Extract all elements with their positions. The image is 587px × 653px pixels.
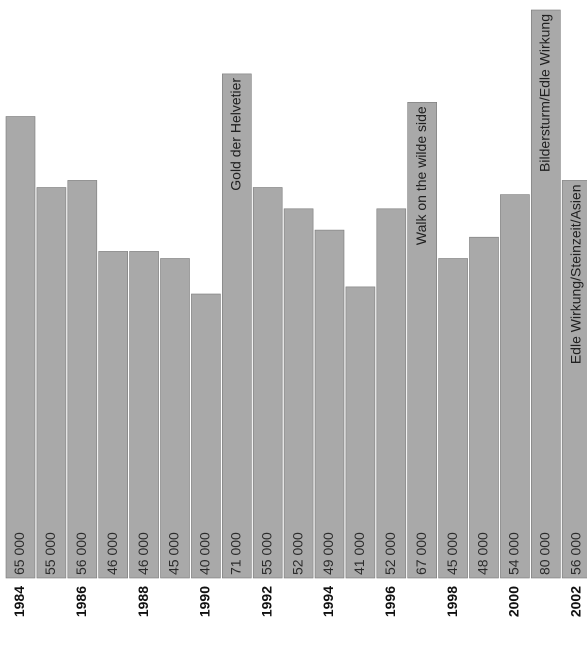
value-label-1988: 46 000	[135, 532, 151, 575]
value-label-1991: 71 000	[228, 532, 244, 575]
value-label-1986: 56 000	[73, 532, 89, 575]
bar-1990	[191, 293, 221, 579]
bar-1995	[345, 286, 376, 579]
bars-layer	[5, 9, 587, 579]
bar-1984	[5, 116, 36, 579]
value-label-1997: 67 000	[413, 532, 429, 575]
value-label-1999: 48 000	[475, 532, 491, 575]
annotation-1991: Gold der Helvetier	[228, 78, 244, 191]
bar-1998	[438, 258, 468, 579]
bar-1988	[129, 251, 159, 579]
bar-1992	[252, 187, 283, 579]
bar-1996	[376, 208, 407, 579]
bar-2001	[530, 9, 561, 579]
value-label-1990: 40 000	[197, 532, 213, 575]
value-label-1984: 65 000	[11, 532, 27, 575]
bar-1987	[98, 251, 128, 579]
year-label-1994: 1994	[320, 586, 336, 617]
bar-1994	[314, 229, 345, 579]
value-labels-layer: 65 000 55 000 56 000 46 000 46 000 45 000 40 0…	[11, 532, 583, 575]
value-label-1993: 52 000	[289, 532, 305, 575]
bar-1997	[407, 102, 438, 579]
year-label-1992: 1992	[258, 586, 274, 617]
year-label-2002: 2002	[567, 586, 583, 617]
bar-1991	[222, 73, 252, 579]
annotations-layer: Gold der Helvetier Walk on the wilde side…	[228, 14, 584, 364]
year-label-1984: 1984	[11, 586, 27, 617]
value-label-1985: 55 000	[42, 532, 58, 575]
bar-2002	[561, 180, 587, 579]
year-label-1996: 1996	[382, 586, 398, 617]
value-label-1989: 45 000	[166, 532, 182, 575]
value-label-1987: 46 000	[104, 532, 120, 575]
year-labels-layer: 1984 1986 1988 1990 1992 1994 1996 1998 2000 2002	[11, 586, 583, 617]
bar-2000	[500, 194, 530, 579]
bar-1999	[469, 236, 499, 579]
value-label-2001: 80 000	[537, 532, 553, 575]
bar-1985	[36, 187, 67, 579]
value-label-1995: 41 000	[351, 532, 367, 575]
value-label-1996: 52 000	[382, 532, 398, 575]
year-label-1998: 1998	[444, 586, 460, 617]
annotation-1997: Walk on the wilde side	[413, 106, 429, 245]
year-label-2000: 2000	[506, 586, 522, 617]
year-label-1988: 1988	[135, 586, 151, 617]
annotation-2001: Bildersturm/Edle Wirkung	[537, 14, 553, 172]
value-label-2002: 56 000	[567, 532, 583, 575]
bar-1986	[67, 180, 98, 579]
value-label-1994: 49 000	[320, 532, 336, 575]
bar-1989	[160, 258, 190, 579]
annotation-2002: Edle Wirkung/Steinzeit/Asien	[567, 184, 583, 364]
bar-1993	[283, 208, 314, 579]
value-label-2000: 54 000	[506, 532, 522, 575]
year-label-1990: 1990	[197, 586, 213, 617]
year-label-1986: 1986	[73, 586, 89, 617]
value-label-1998: 45 000	[444, 532, 460, 575]
value-label-1992: 55 000	[258, 532, 274, 575]
